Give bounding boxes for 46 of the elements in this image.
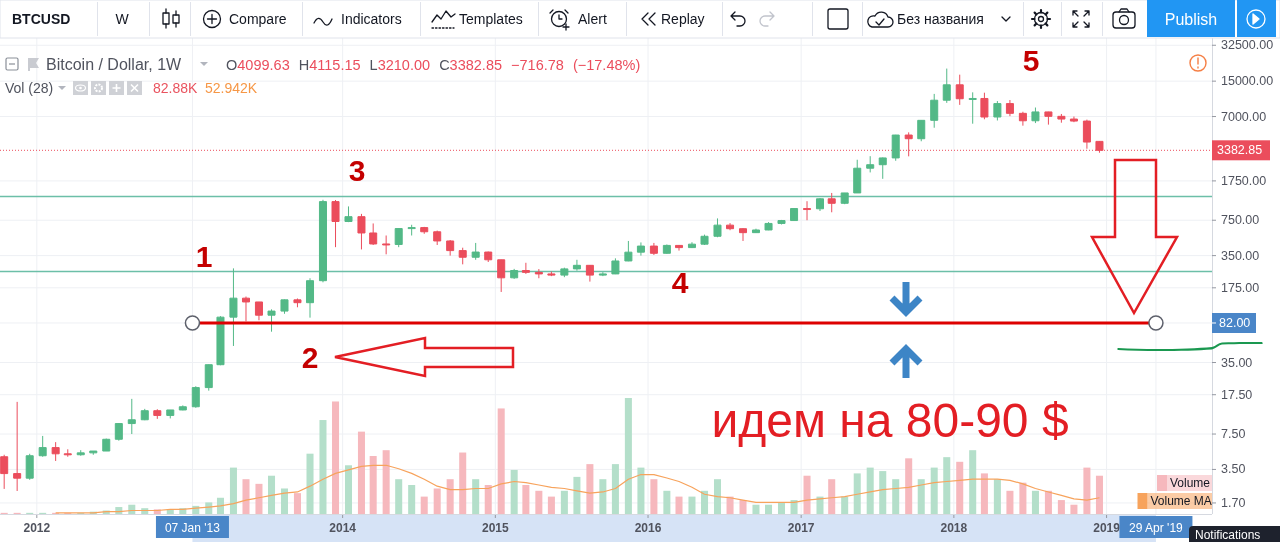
text: Alert [578, 11, 607, 27]
text: BTCUSD [12, 11, 71, 27]
annotation: 52.942K [205, 80, 258, 96]
x-tick-label: 29 Apr '19 [1129, 521, 1184, 535]
x-tick-label: 2015 [481, 521, 510, 535]
legend-label: Volume MA [1150, 494, 1212, 508]
x-tick-label: 2012 [23, 521, 51, 535]
y-tick-label: 15000.00 [1221, 74, 1274, 89]
text: W [115, 11, 130, 27]
annotation: 4 [671, 265, 689, 299]
x-tick-label: 2018 [940, 521, 968, 535]
text: O4099.63 H4115.15 L3210.00 C3382.85 −716.78 (−17.48%) [226, 57, 641, 73]
legend-label: Volume [1170, 476, 1211, 490]
text: Indicators [341, 11, 402, 27]
text: Templates [459, 11, 523, 27]
y-tick-label: 1750.00 [1221, 173, 1267, 188]
text: Notifications [1195, 528, 1261, 542]
annotation: 1 [195, 239, 213, 273]
text: Compare [229, 11, 287, 27]
x-tick-label: 07 Jan '13 [164, 521, 221, 535]
annotation: идем на 80-90 $ [711, 393, 1069, 447]
x-tick-label: 2014 [329, 521, 357, 535]
y-tick-label: 1.70 [1221, 495, 1246, 510]
y-tick-label: 32500.00 [1221, 38, 1274, 53]
y-tick-label: 7.50 [1221, 427, 1246, 442]
chart-title: Vol (28) [5, 80, 54, 96]
text: Bitcoin / Dollar, 1W [46, 56, 183, 73]
y-tick-label: 750.00 [1221, 213, 1260, 228]
text: Replay [661, 11, 705, 27]
ref-line-label: 3382.85 [1217, 143, 1263, 158]
annotation: 3 [348, 153, 366, 187]
y-tick-label: 17.50 [1221, 387, 1253, 402]
annotation: 82.88K [153, 80, 199, 96]
text: Publish [1164, 11, 1218, 28]
annotation: 2 [301, 340, 319, 374]
annotation: 5 [1022, 43, 1040, 77]
text: Без названия [897, 11, 984, 27]
x-tick-label: 2016 [634, 521, 662, 535]
x-tick-label: 2017 [787, 521, 815, 535]
y-tick-label: 350.00 [1221, 248, 1260, 263]
x-tick-label: 2019 [1093, 521, 1121, 535]
y-tick-label: 7000.00 [1221, 109, 1267, 124]
y-tick-label: 35.00 [1221, 355, 1253, 370]
y-tick-label: 3.50 [1221, 462, 1246, 477]
y-tick-label: 82.00 [1219, 316, 1251, 330]
y-tick-label: 175.00 [1221, 280, 1260, 295]
